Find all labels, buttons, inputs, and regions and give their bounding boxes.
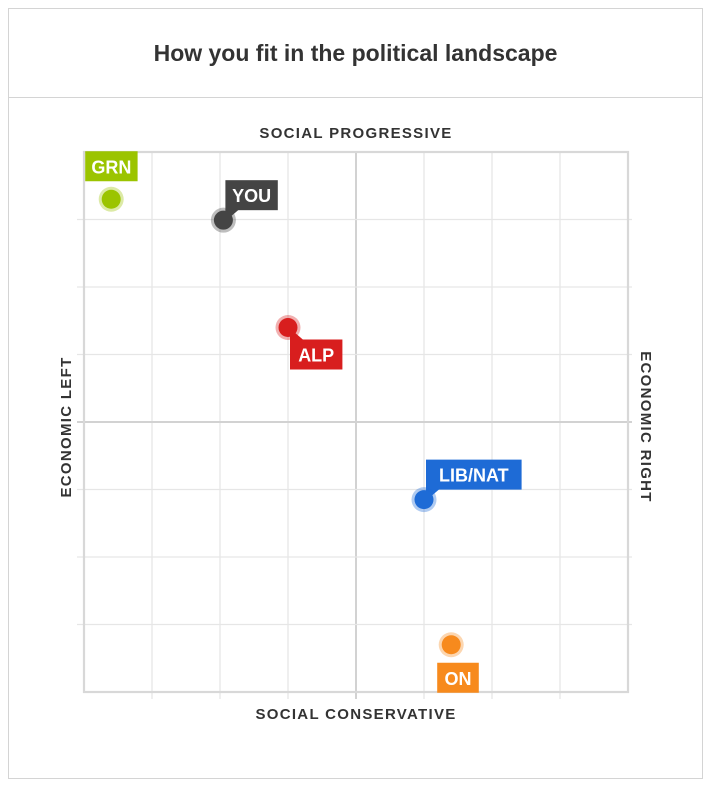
- point-tag: [290, 339, 343, 370]
- axis-label-left: ECONOMIC LEFT: [58, 356, 75, 497]
- axis-label-right: ECONOMIC RIGHT: [637, 351, 654, 503]
- axis-label-bottom: SOCIAL CONSERVATIVE: [255, 706, 456, 723]
- point-tag: [437, 662, 479, 693]
- point-marker: [101, 189, 121, 209]
- card-header: How you fit in the political landscape: [9, 9, 702, 98]
- point-marker: [278, 318, 298, 337]
- plot-frame: [82, 150, 630, 694]
- point-you: YOU: [210, 180, 278, 233]
- point-tag: [225, 180, 278, 211]
- point-lib-nat: LIB/NAT: [411, 459, 522, 513]
- point-label: GRN: [91, 157, 131, 177]
- point-marker: [441, 635, 461, 655]
- point-grn: GRN: [85, 151, 138, 212]
- chart-title: How you fit in the political landscape: [153, 39, 558, 66]
- point-tag: [426, 459, 522, 490]
- point-label: ALP: [298, 346, 334, 366]
- point-alp: ALP: [275, 315, 343, 370]
- point-marker: [414, 490, 434, 510]
- point-label: LIB/NAT: [439, 466, 509, 486]
- axis-label-top: SOCIAL PROGRESSIVE: [259, 125, 452, 142]
- point-tag: [85, 151, 138, 182]
- point-label: ON: [445, 669, 472, 689]
- chart-points: GRN YOU ALP LIB/NAT ON: [85, 151, 522, 693]
- point-marker: [213, 210, 233, 230]
- point-on: ON: [437, 632, 479, 693]
- chart-grid: [77, 150, 632, 699]
- point-label: YOU: [232, 186, 271, 206]
